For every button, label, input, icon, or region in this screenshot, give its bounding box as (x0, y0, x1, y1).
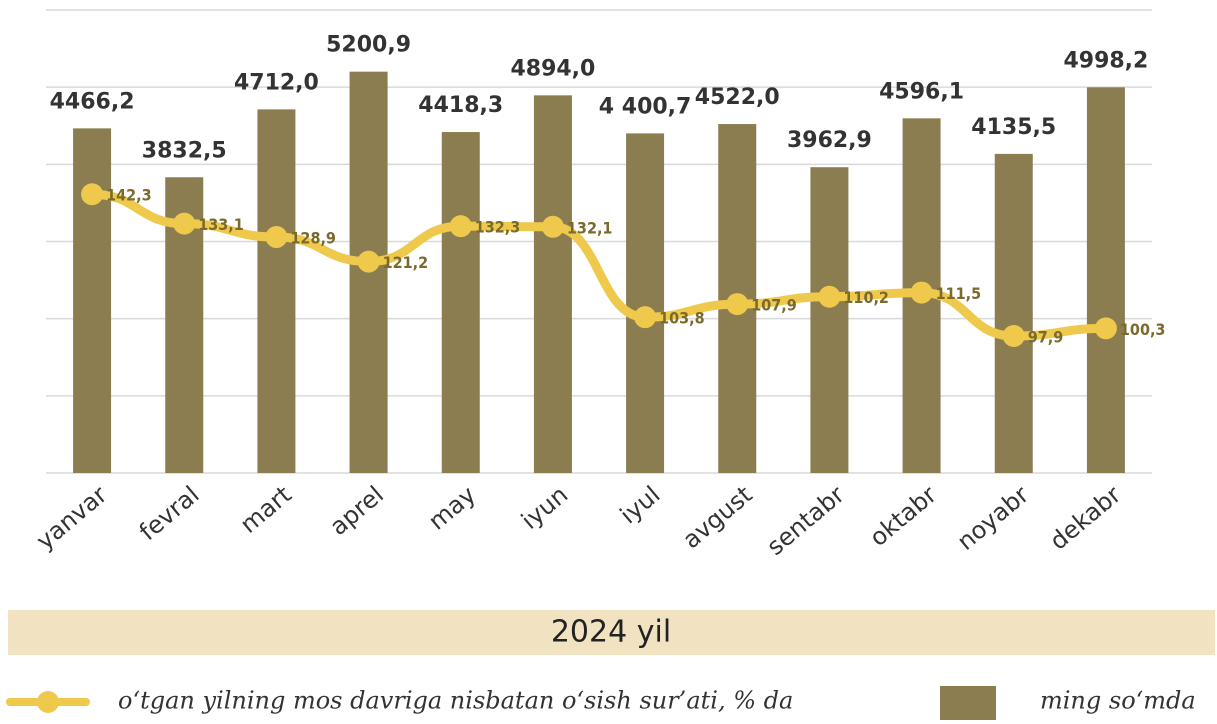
x-tick-label: iyul (615, 481, 666, 530)
bar-value-label: 4418,3 (418, 93, 503, 118)
line-point (357, 250, 380, 273)
x-tick-label: sentabr (762, 480, 850, 560)
bar-value-label: 3962,9 (787, 128, 872, 153)
line-value-label: 103,8 (659, 309, 705, 328)
x-tick-label: mart (235, 481, 297, 539)
line-value-label: 142,3 (106, 186, 152, 205)
bar-value-label: 5200,9 (326, 33, 411, 58)
bar-value-label: 4522,0 (695, 85, 780, 110)
line-point (726, 293, 749, 316)
x-tick-label: may (423, 481, 481, 536)
bar-value-label: 4596,1 (879, 79, 964, 104)
x-tick-label: avgust (677, 481, 757, 555)
line-value-label: 132,3 (475, 218, 521, 237)
bar (994, 153, 1033, 473)
bar-value-label: 4466,2 (50, 89, 135, 114)
legend-swatch (940, 686, 996, 720)
bar (1086, 87, 1125, 473)
line-value-label: 107,9 (751, 296, 797, 315)
bar (73, 128, 112, 474)
line (87, 189, 1111, 341)
legend-label: o‘tgan yilning mos davriga nisbatan o‘si… (118, 687, 793, 715)
bar (533, 95, 572, 473)
line-value-label: 97,9 (1028, 328, 1064, 347)
bar (441, 132, 480, 474)
line-value-label: 132,1 (567, 218, 613, 237)
line-point (1002, 325, 1025, 348)
line-value-label: 111,5 (936, 284, 982, 303)
bar-value-label: 4135,5 (971, 115, 1056, 140)
bar (626, 133, 665, 473)
line-value-label: 100,3 (1120, 320, 1166, 339)
line-point (541, 215, 564, 238)
legend-marker (37, 691, 59, 713)
bar (810, 167, 849, 473)
x-tick-label: aprel (324, 481, 389, 541)
bar-value-label: 4712,0 (234, 70, 319, 95)
x-tick-label: yanvar (31, 480, 113, 555)
line-point (173, 212, 196, 235)
bar-value-label: 3832,5 (142, 138, 227, 163)
x-tick-label: iyun (516, 481, 573, 535)
bar-value-label: 4894,0 (510, 56, 595, 81)
legend-label: ming so‘mda (1040, 687, 1196, 715)
x-tick-label: oktabr (864, 480, 942, 552)
line-point (1094, 317, 1117, 340)
bar-value-label: 4 400,7 (599, 94, 692, 119)
line-point (910, 281, 933, 304)
line-value-label: 133,1 (198, 215, 244, 234)
line-value-label: 128,9 (290, 229, 336, 248)
line-point (818, 285, 841, 308)
x-tick-label: noyabr (952, 480, 1034, 555)
bar-value-label: 4998,2 (1063, 48, 1148, 73)
x-label-band (8, 610, 1215, 655)
line-value-label: 121,2 (383, 253, 429, 272)
x-tick-label: dekabr (1044, 480, 1126, 555)
bar (257, 109, 296, 474)
line-point (449, 215, 472, 238)
x-tick-label: fevral (134, 481, 205, 547)
x-axis-label: 2024 yil (551, 615, 671, 650)
line-value-label: 110,2 (843, 288, 889, 307)
line-point (81, 183, 104, 206)
line-point (634, 306, 657, 329)
line-point (265, 226, 288, 249)
